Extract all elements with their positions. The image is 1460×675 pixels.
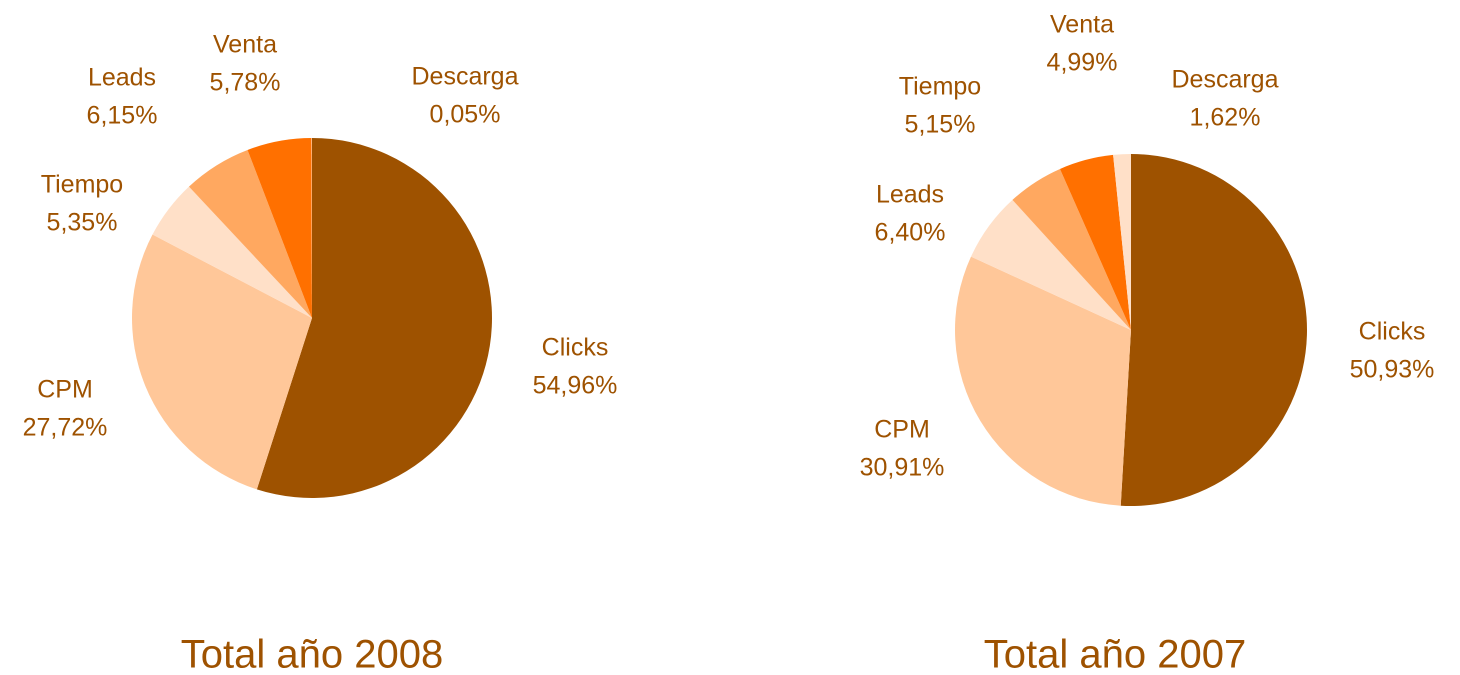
slice-category: Venta [1050, 11, 1114, 39]
slice-category: CPM [37, 376, 93, 404]
slice-value-label: 5,78% [210, 69, 281, 97]
pie-slice [954, 256, 1131, 506]
pie-slice [256, 138, 492, 498]
slice-value-label: 5,15% [905, 111, 976, 139]
chart-title: Total año 2007 [984, 633, 1246, 675]
slice-category: CPM [874, 416, 930, 444]
slice-category: Descarga [412, 63, 519, 91]
slice-value-label: 27,72% [23, 414, 108, 442]
slice-value-label: 54,96% [533, 372, 618, 400]
slice-value-label: 30,91% [860, 454, 945, 482]
slice-value-label: 6,15% [87, 102, 158, 130]
pie-slice [1113, 154, 1131, 330]
pie-slice [971, 199, 1131, 330]
slice-value-label: 4,99% [1047, 49, 1118, 77]
pie-slice [152, 186, 312, 318]
slice-category: Tiempo [899, 73, 981, 101]
pie-slice [1012, 168, 1131, 330]
slice-value-label: 0,05% [430, 101, 501, 129]
slice-category: Leads [88, 64, 156, 92]
slice-category: Tiempo [41, 171, 123, 199]
slice-category: Clicks [1359, 318, 1426, 346]
pie-slice [247, 138, 312, 318]
slice-category: Venta [213, 31, 277, 59]
chart-title: Total año 2008 [181, 633, 443, 675]
pie-slice [1059, 154, 1131, 330]
slice-value-label: 1,62% [1190, 104, 1261, 132]
slice-value-label: 5,35% [47, 209, 118, 237]
slice-category: Leads [876, 181, 944, 209]
slice-category: Clicks [542, 334, 609, 362]
pie-slice [1120, 154, 1307, 506]
slice-category: Descarga [1172, 66, 1279, 94]
pie-slice [131, 234, 312, 490]
slice-value-label: 6,40% [875, 219, 946, 247]
slice-value-label: 50,93% [1350, 356, 1435, 384]
pie-slice [311, 138, 312, 318]
pie-slice [188, 149, 312, 318]
